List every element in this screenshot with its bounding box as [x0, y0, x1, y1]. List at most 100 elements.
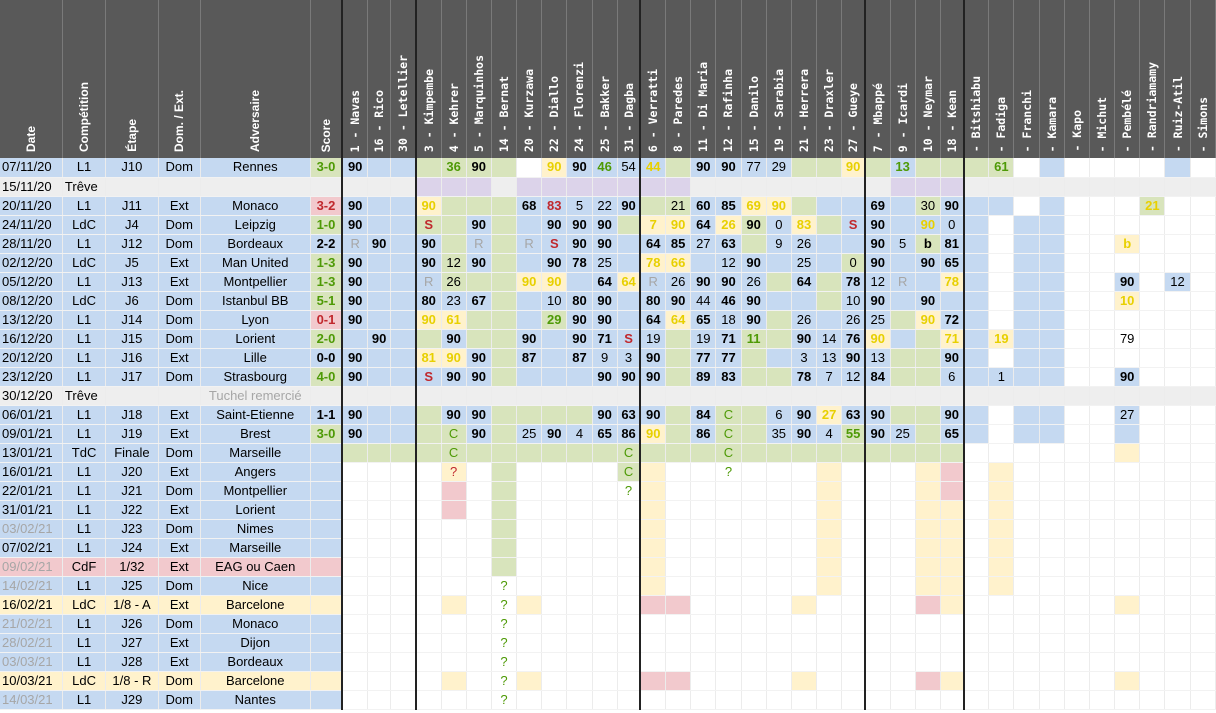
minutes-cell — [491, 424, 518, 444]
minutes-cell: 87 — [516, 348, 543, 368]
minutes-cell — [1039, 367, 1065, 387]
minutes-cell: b — [1114, 234, 1141, 254]
minutes-cell — [741, 367, 767, 387]
minutes-cell — [466, 386, 492, 406]
minutes-cell — [841, 500, 866, 520]
minutes-cell — [1114, 538, 1141, 558]
player-name: - Franchi — [1019, 89, 1034, 152]
minutes-cell — [1139, 424, 1166, 444]
minutes-cell — [1089, 633, 1116, 653]
minutes-cell: 87 — [566, 348, 593, 368]
minutes-cell — [1064, 462, 1090, 482]
minutes-cell — [988, 595, 1015, 615]
minutes-cell — [640, 614, 667, 634]
header-player: 10 - Neymar — [915, 0, 941, 158]
minutes-cell — [715, 557, 742, 577]
minutes-cell — [1190, 158, 1216, 178]
minutes-cell — [988, 253, 1015, 273]
date-cell: 28/11/20 — [0, 234, 63, 254]
minutes-cell — [665, 652, 692, 672]
minutes-cell — [988, 519, 1015, 539]
date-cell: 23/12/20 — [0, 367, 63, 387]
minutes-cell — [1164, 671, 1191, 691]
minutes-cell — [1013, 576, 1040, 596]
minutes-cell — [367, 158, 392, 178]
minutes-cell — [390, 234, 417, 254]
table-row: 21/02/21 L1 J26 Dom Monaco? — [0, 614, 1216, 634]
minutes-cell — [791, 633, 818, 653]
minutes-cell — [940, 576, 965, 596]
minutes-cell — [1039, 405, 1065, 425]
minutes-cell — [1064, 310, 1090, 330]
minutes-cell — [841, 234, 866, 254]
minutes-cell — [390, 177, 417, 197]
minutes-cell — [890, 519, 916, 539]
minutes-cell — [342, 462, 369, 482]
date-cell: 16/12/20 — [0, 329, 63, 349]
minutes-cell: R — [640, 272, 667, 292]
competition-cell: L1 — [62, 405, 107, 425]
minutes-cell — [816, 614, 843, 634]
minutes-cell: 90 — [690, 158, 717, 178]
minutes-cell: 46 — [592, 158, 618, 178]
minutes-cell — [715, 481, 742, 501]
header-player: 30 - Letellier — [390, 0, 417, 158]
minutes-cell — [940, 443, 965, 463]
minutes-cell — [1190, 443, 1216, 463]
etape-cell: J15 — [105, 329, 159, 349]
minutes-cell: 86 — [617, 424, 642, 444]
etape-cell: J11 — [105, 196, 159, 216]
minutes-cell — [963, 367, 990, 387]
minutes-cell — [690, 386, 717, 406]
minutes-cell — [1139, 348, 1166, 368]
minutes-cell — [690, 557, 717, 577]
minutes-cell — [1190, 367, 1216, 387]
minutes-cell: 90 — [640, 405, 667, 425]
minutes-cell — [915, 538, 941, 558]
minutes-cell — [1089, 386, 1116, 406]
etape-cell: J6 — [105, 291, 159, 311]
minutes-cell — [466, 519, 492, 539]
minutes-cell — [1064, 633, 1090, 653]
minutes-cell: 90 — [342, 215, 369, 235]
adversaire-cell: Leipzig — [200, 215, 311, 235]
minutes-cell: 90 — [1114, 272, 1141, 292]
minutes-cell — [766, 272, 792, 292]
adversaire-cell: Tuchel remercié — [200, 386, 311, 406]
adversaire-cell: Istanbul BB — [200, 291, 311, 311]
minutes-cell — [841, 595, 866, 615]
dom-ext-cell: Dom — [158, 310, 201, 330]
minutes-cell: 90 — [466, 348, 492, 368]
minutes-cell — [390, 538, 417, 558]
minutes-cell — [963, 633, 990, 653]
minutes-cell — [566, 652, 593, 672]
table-row: 20/12/20 L1 J16 Ext Lille 0-0 90 81 90 90 87 87 9 3 90… — [0, 348, 1216, 368]
minutes-cell — [516, 253, 543, 273]
minutes-cell: S — [541, 234, 568, 254]
date-cell: 08/12/20 — [0, 291, 63, 311]
date-cell: 14/02/21 — [0, 576, 63, 596]
player-name: 12 - Rafinha — [721, 68, 736, 152]
minutes-cell — [1089, 538, 1116, 558]
minutes-cell — [1164, 405, 1191, 425]
minutes-cell: 46 — [715, 291, 742, 311]
minutes-cell — [491, 462, 518, 482]
minutes-cell — [864, 652, 891, 672]
minutes-cell — [640, 177, 667, 197]
score-cell: 3-2 — [310, 196, 344, 216]
table-row: 14/02/21 L1 J25 Dom Nice? — [0, 576, 1216, 596]
minutes-cell — [988, 291, 1015, 311]
minutes-cell — [766, 652, 792, 672]
minutes-cell — [415, 614, 442, 634]
minutes-cell — [592, 671, 618, 691]
minutes-cell — [841, 576, 866, 596]
table-row: 16/12/20 L1 J15 Dom Lorient 2-0 90 90 90 90 71 S 19 1… — [0, 329, 1216, 349]
minutes-cell — [1013, 557, 1040, 577]
minutes-cell — [988, 177, 1015, 197]
minutes-cell: 90 — [415, 253, 442, 273]
competition-cell: L1 — [62, 633, 107, 653]
minutes-cell — [1164, 652, 1191, 672]
minutes-cell — [441, 500, 467, 520]
minutes-cell — [1139, 158, 1166, 178]
minutes-cell — [816, 272, 843, 292]
